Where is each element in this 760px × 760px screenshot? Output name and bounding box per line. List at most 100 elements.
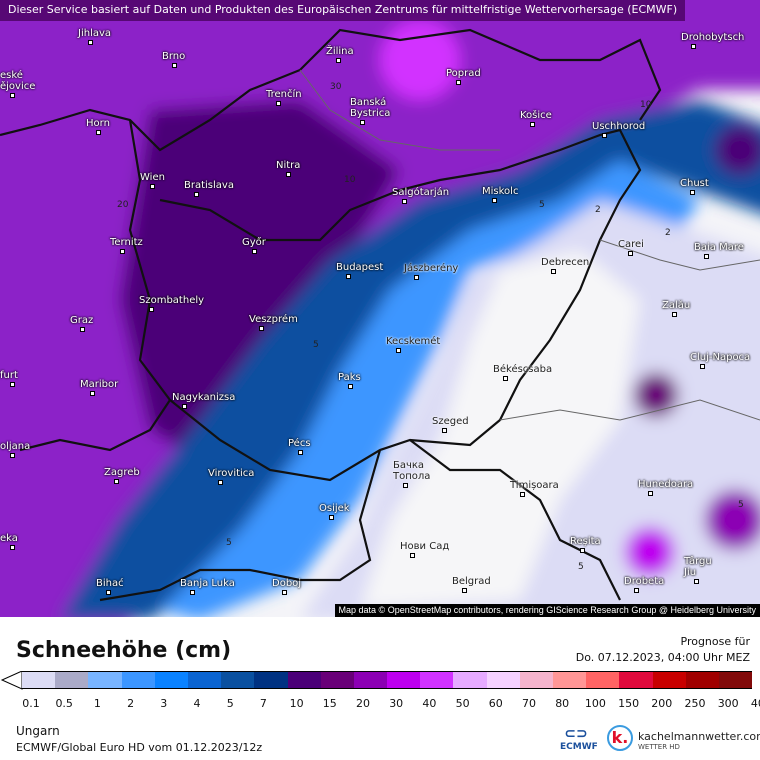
colorbar-tick-label: 30 <box>389 697 404 710</box>
city-marker <box>456 80 461 85</box>
city-label: eské ějovice <box>0 70 36 92</box>
contour-label: 30 <box>330 82 342 92</box>
site-subtitle: WETTER HD <box>638 743 680 751</box>
city-label: Chust <box>680 178 709 189</box>
city-label: Uschhorod <box>592 121 646 132</box>
city-label: Hunedoara <box>638 479 694 490</box>
model-run-label: ECMWF/Global Euro HD vom 01.12.2023/12z <box>16 741 263 754</box>
city-marker <box>704 254 709 259</box>
city-marker <box>520 492 525 497</box>
city-label: Jihlava <box>78 28 112 39</box>
city-label: Wien <box>140 172 165 183</box>
colorbar-tick-label: 0.5 <box>55 697 73 710</box>
city-marker <box>602 133 607 138</box>
city-marker <box>492 198 497 203</box>
colorbar-segment <box>55 671 89 689</box>
city-label: Pécs <box>288 438 311 449</box>
city-label: Nitra <box>276 160 301 171</box>
colorbar-segment <box>619 671 653 689</box>
map-attribution: Map data © OpenStreetMap contributors, r… <box>334 604 760 617</box>
colorbar-segment <box>586 671 620 689</box>
city-marker <box>396 348 401 353</box>
colorbar-tick-label: 10 <box>289 697 304 710</box>
city-label: Belgrad <box>452 576 491 587</box>
city-marker <box>182 404 187 409</box>
city-label: Jászberény <box>404 263 459 274</box>
city-marker <box>462 588 467 593</box>
city-marker <box>88 40 93 45</box>
city-label: Žilina <box>326 46 354 57</box>
city-label: Virovitica <box>208 468 255 479</box>
colorbar-tick-label: 50 <box>455 697 470 710</box>
city-label: Бачка Топола <box>393 460 431 482</box>
city-label: Zalău <box>662 300 691 311</box>
city-marker <box>346 274 351 279</box>
contour-label: 20 <box>117 200 129 210</box>
colorbar-tick-label: 15 <box>322 697 337 710</box>
city-marker <box>694 579 699 584</box>
colorbar-tick-label: 200 <box>651 697 673 710</box>
colorbar-tick-label: 150 <box>618 697 640 710</box>
city-marker <box>282 590 287 595</box>
colorbar-tick-label: 300 <box>717 697 739 710</box>
city-label: Horn <box>86 118 110 129</box>
city-marker <box>80 327 85 332</box>
map-fields <box>0 0 760 617</box>
colorbar-segment <box>22 671 56 689</box>
city-marker <box>276 101 281 106</box>
city-label: Kecskemét <box>386 336 441 347</box>
contour-label: 2 <box>665 228 671 238</box>
colorbar-tick-label: 4 <box>193 697 201 710</box>
city-label: Timișoara <box>510 480 559 491</box>
city-marker <box>194 192 199 197</box>
city-marker <box>298 450 303 455</box>
city-marker <box>634 588 639 593</box>
city-marker <box>580 548 585 553</box>
colorbar-segment <box>353 671 388 689</box>
city-label: Košice <box>520 110 552 121</box>
city-label: Osijek <box>319 503 350 514</box>
city-label: Doboj <box>272 578 302 589</box>
city-label: Baia Mare <box>694 242 744 253</box>
city-marker <box>503 376 508 381</box>
city-marker <box>190 590 195 595</box>
colorbar-tick-label: 60 <box>488 697 503 710</box>
colorbar-tick-label: 3 <box>160 697 168 710</box>
city-marker <box>403 483 408 488</box>
ecmwf-logo: ⊂⊃ ECMWF <box>560 726 598 752</box>
colorbar-segment <box>453 671 487 689</box>
city-marker <box>114 479 119 484</box>
city-label: eka <box>0 533 18 544</box>
site-name: kachelmannwetter.com <box>638 730 760 743</box>
city-label: Drobeta <box>624 576 665 587</box>
city-label: Békéscsaba <box>493 364 553 375</box>
city-label: Veszprém <box>249 314 298 325</box>
city-marker <box>218 480 223 485</box>
city-label: Salgótarján <box>392 187 450 198</box>
colorbar-segment <box>652 671 686 689</box>
colorbar-segment <box>187 671 222 689</box>
city-marker <box>348 384 353 389</box>
city-marker <box>329 515 334 520</box>
city-marker <box>172 63 177 68</box>
city-label: Banská Bystrica <box>350 97 391 119</box>
colorbar-tick-label: 250 <box>684 697 706 710</box>
city-marker <box>410 553 415 558</box>
colorbar-tick-label: 400 <box>750 697 760 710</box>
city-label: Banja Luka <box>180 578 235 589</box>
field-white <box>360 250 640 610</box>
city-marker <box>648 491 653 496</box>
city-label: Carei <box>618 239 644 250</box>
city-marker <box>252 249 257 254</box>
city-label: Zagreb <box>104 467 140 478</box>
field-deep-purple <box>120 100 400 460</box>
contour-label: 2 <box>595 205 601 215</box>
city-label: Debrecen <box>541 257 590 268</box>
city-label: Nagykanizsa <box>172 392 236 403</box>
snow-depth-map[interactable]: Jihlava Brno Žilina Poprad Drohobytsch eské ě… <box>0 0 760 617</box>
city-marker <box>10 93 15 98</box>
colorbar-tick-label: 7 <box>259 697 267 710</box>
city-marker <box>10 453 15 458</box>
contour-label: 5 <box>226 538 232 548</box>
city-label: Győr <box>242 237 266 248</box>
